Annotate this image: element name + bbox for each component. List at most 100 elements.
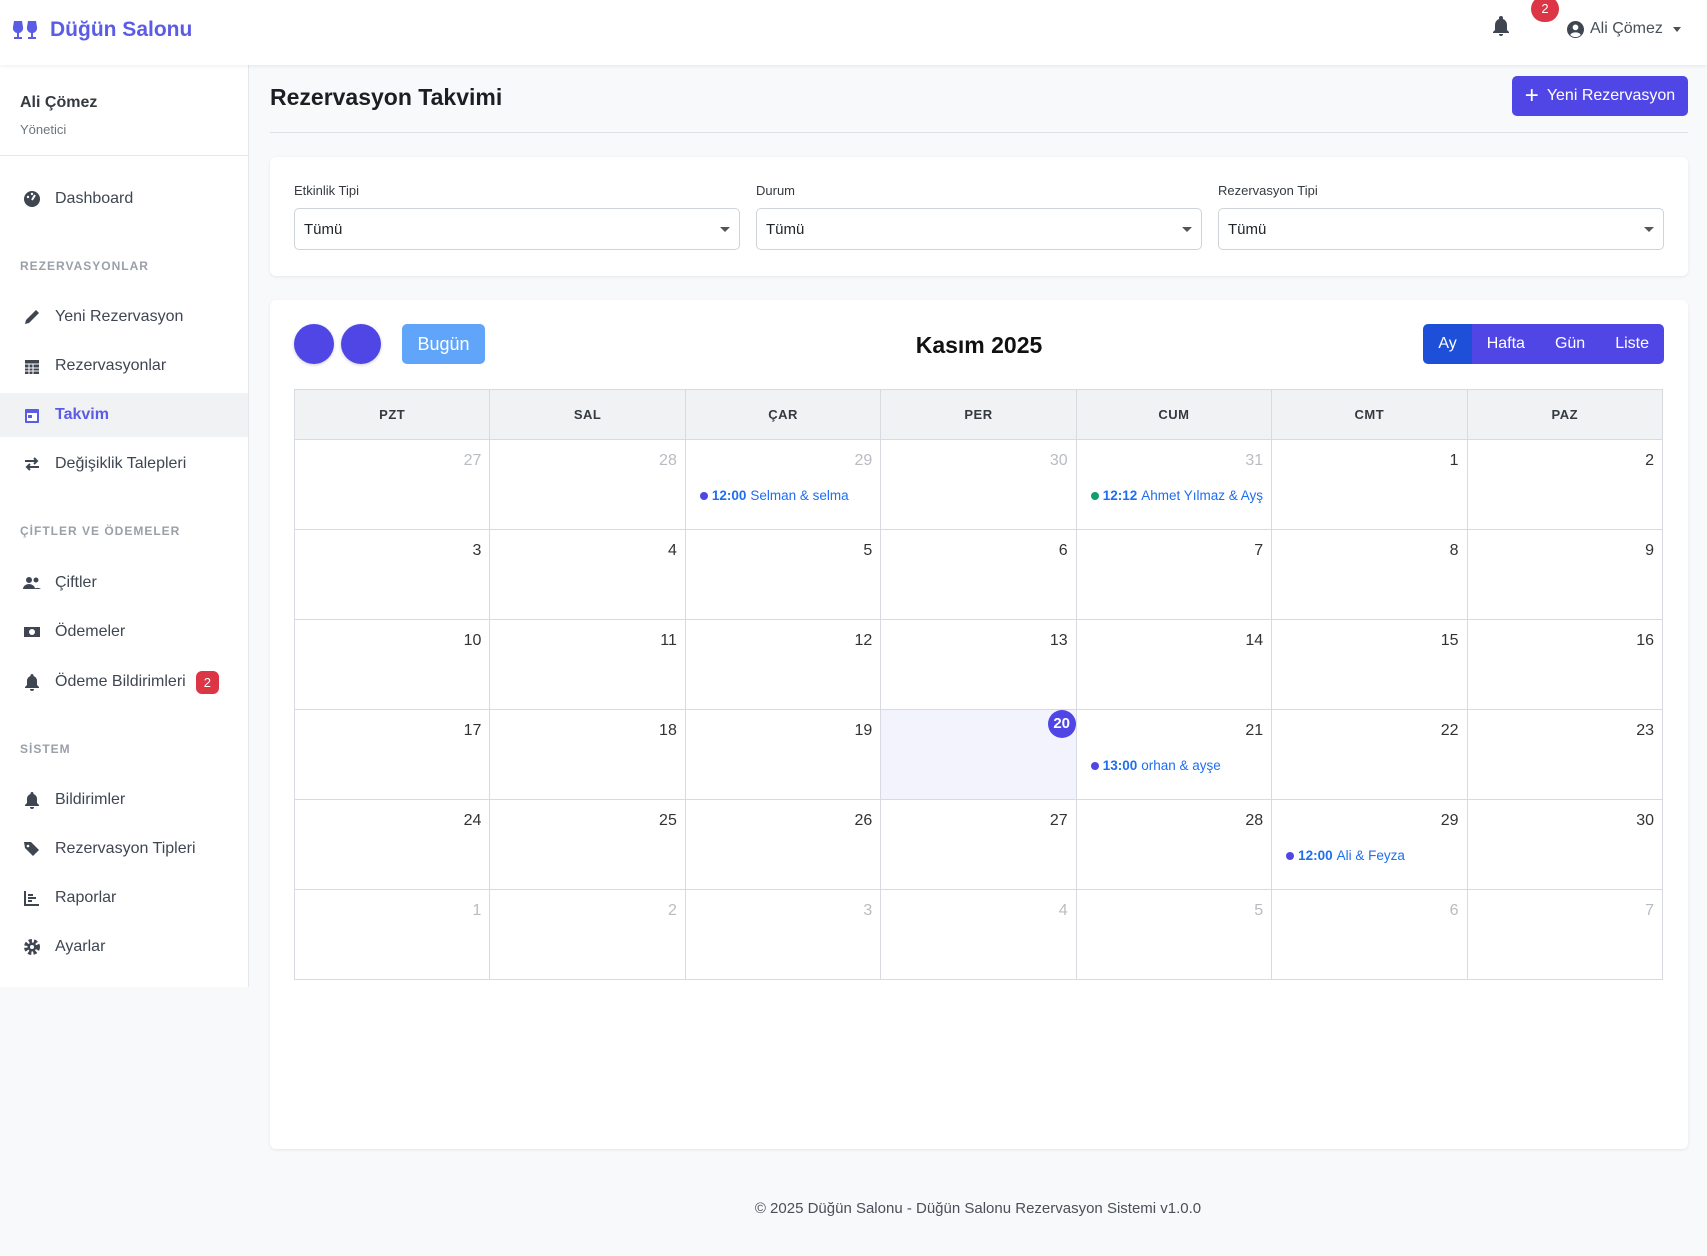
- day-cell[interactable]: 19: [684, 709, 882, 800]
- view-tab[interactable]: Ay: [1423, 324, 1472, 364]
- day-cell[interactable]: 4: [489, 529, 686, 620]
- day-cell[interactable]: 5: [1075, 889, 1273, 980]
- calendar-event[interactable]: 12:00 Selman & selma: [699, 488, 872, 504]
- view-tab[interactable]: Gün: [1539, 324, 1601, 364]
- day-number[interactable]: 23: [1636, 722, 1654, 739]
- prev-month-button[interactable]: [294, 324, 334, 364]
- day-number[interactable]: 24: [463, 812, 482, 829]
- day-number[interactable]: 28: [659, 452, 677, 469]
- day-cell[interactable]: 28: [1075, 799, 1273, 890]
- day-number[interactable]: 29: [1440, 812, 1459, 829]
- day-number[interactable]: 8: [1449, 542, 1459, 559]
- day-number[interactable]: 26: [854, 812, 873, 829]
- day-cell[interactable]: 10: [293, 619, 491, 710]
- day-cell[interactable]: 30: [1466, 799, 1664, 890]
- day-cell[interactable]: 20: [880, 709, 1077, 800]
- sidebar-item-rezervasyonlar[interactable]: Rezervasyonlar: [0, 344, 248, 388]
- day-cell[interactable]: 23: [1466, 709, 1664, 800]
- day-number[interactable]: 9: [1645, 542, 1654, 559]
- day-number[interactable]: 6: [1058, 542, 1068, 559]
- day-number[interactable]: 17: [463, 722, 482, 739]
- filter-select[interactable]: Tümü: [294, 208, 740, 250]
- day-number[interactable]: 18: [659, 722, 677, 739]
- day-number[interactable]: 27: [1049, 812, 1068, 829]
- day-cell[interactable]: 12: [684, 619, 882, 710]
- day-cell[interactable]: 14: [1075, 619, 1273, 710]
- day-cell[interactable]: 26: [684, 799, 882, 890]
- sidebar-item-ayarlar[interactable]: Ayarlar: [0, 925, 248, 969]
- day-number[interactable]: 31: [1245, 452, 1264, 469]
- day-number[interactable]: 29: [854, 452, 873, 469]
- day-cell[interactable]: 21 13:00 orhan & ayşe: [1075, 709, 1273, 800]
- day-cell[interactable]: 18: [489, 709, 686, 800]
- day-cell[interactable]: 25: [489, 799, 686, 890]
- day-number[interactable]: 13: [1049, 632, 1068, 649]
- day-number[interactable]: 25: [659, 812, 677, 829]
- user-menu-dropdown[interactable]: Ali Çömez: [1567, 20, 1681, 38]
- day-cell[interactable]: 16: [1466, 619, 1664, 710]
- calendar-event[interactable]: 13:00 orhan & ayşe: [1090, 758, 1263, 774]
- day-cell[interactable]: 6: [880, 529, 1077, 620]
- calendar-event[interactable]: 12:00 Ali & Feyza: [1286, 848, 1458, 864]
- view-tab[interactable]: Liste: [1600, 324, 1664, 364]
- day-cell[interactable]: 3: [293, 529, 491, 620]
- day-cell[interactable]: 22: [1271, 709, 1468, 800]
- day-number[interactable]: 11: [660, 632, 677, 649]
- day-number[interactable]: 4: [1058, 902, 1068, 919]
- sidebar-item-bildirimler[interactable]: Bildirimler: [0, 778, 248, 822]
- day-cell[interactable]: 24: [293, 799, 491, 890]
- filter-select[interactable]: Tümü: [756, 208, 1202, 250]
- day-number[interactable]: 3: [863, 902, 873, 919]
- brand-link[interactable]: Düğün Salonu: [12, 18, 192, 42]
- sidebar-item-raporlar[interactable]: Raporlar: [0, 876, 248, 920]
- day-cell[interactable]: 6: [1271, 889, 1468, 980]
- day-number[interactable]: 1: [472, 902, 482, 919]
- sidebar-item-ödeme-bildirimleri[interactable]: Ödeme Bildirimleri 2: [0, 660, 248, 704]
- day-number[interactable]: 15: [1440, 632, 1459, 649]
- day-cell[interactable]: 8: [1271, 529, 1468, 620]
- day-number[interactable]: 5: [863, 542, 873, 559]
- sidebar-item-dashboard[interactable]: Dashboard: [0, 177, 248, 221]
- day-number[interactable]: 22: [1440, 722, 1459, 739]
- day-cell[interactable]: 29 12:00 Selman & selma: [684, 439, 882, 530]
- day-cell[interactable]: 15: [1271, 619, 1468, 710]
- day-number[interactable]: 7: [1645, 902, 1654, 919]
- calendar-event[interactable]: 12:12 Ahmet Yılmaz & Ayş: [1090, 488, 1263, 504]
- day-cell[interactable]: 7: [1466, 889, 1664, 980]
- new-reservation-button[interactable]: + Yeni Rezervasyon: [1512, 76, 1688, 116]
- day-number[interactable]: 19: [854, 722, 873, 739]
- day-cell[interactable]: 17: [293, 709, 491, 800]
- day-cell[interactable]: 1: [1271, 439, 1468, 530]
- sidebar-item-ödemeler[interactable]: Ödemeler: [0, 610, 248, 654]
- day-cell[interactable]: 27: [293, 439, 491, 530]
- day-cell[interactable]: 28: [489, 439, 686, 530]
- day-number[interactable]: 12: [854, 632, 873, 649]
- day-cell[interactable]: 9: [1466, 529, 1664, 620]
- day-cell[interactable]: 11: [489, 619, 686, 710]
- day-cell[interactable]: 31 12:12 Ahmet Yılmaz & Ayş: [1075, 439, 1273, 530]
- day-number[interactable]: 4: [667, 542, 677, 559]
- day-number[interactable]: 7: [1254, 542, 1264, 559]
- day-number[interactable]: 30: [1049, 452, 1068, 469]
- day-cell[interactable]: 1: [293, 889, 491, 980]
- day-number[interactable]: 10: [463, 632, 482, 649]
- day-cell[interactable]: 3: [684, 889, 882, 980]
- sidebar-item-değişiklik-talepleri[interactable]: Değişiklik Talepleri: [0, 442, 248, 486]
- day-number[interactable]: 20: [1047, 710, 1076, 738]
- next-month-button[interactable]: [341, 324, 381, 364]
- day-number[interactable]: 14: [1245, 632, 1264, 649]
- notification-bell-icon[interactable]: [1492, 16, 1510, 36]
- day-number[interactable]: 5: [1254, 902, 1264, 919]
- sidebar-item-rezervasyon-tipleri[interactable]: Rezervasyon Tipleri: [0, 827, 248, 871]
- day-cell[interactable]: 4: [880, 889, 1077, 980]
- day-number[interactable]: 30: [1636, 812, 1654, 829]
- day-number[interactable]: 1: [1449, 452, 1459, 469]
- day-number[interactable]: 21: [1245, 722, 1264, 739]
- day-cell[interactable]: 2: [1466, 439, 1664, 530]
- day-number[interactable]: 2: [1645, 452, 1654, 469]
- day-cell[interactable]: 2: [489, 889, 686, 980]
- day-number[interactable]: 16: [1636, 632, 1654, 649]
- sidebar-item-takvim[interactable]: Takvim: [0, 393, 248, 437]
- day-cell[interactable]: 27: [880, 799, 1077, 890]
- day-number[interactable]: 6: [1449, 902, 1459, 919]
